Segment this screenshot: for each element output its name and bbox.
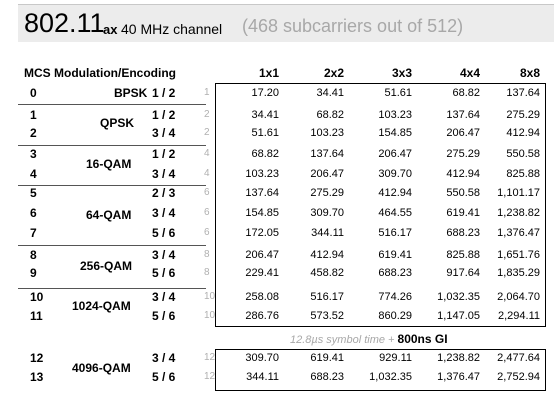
coding-rate: 5 / 6: [152, 370, 175, 384]
coding-rate: 2 / 3: [152, 186, 175, 200]
bits-per-symbol: 6: [204, 226, 210, 240]
mcs-index: 3: [30, 147, 37, 161]
mcs-index: 5: [30, 186, 37, 200]
symbol-time-text: 12.8µs symbol time +: [290, 334, 394, 346]
modulation-label: 1024-QAM: [72, 299, 131, 313]
stream-header: 3x3: [352, 66, 412, 81]
mcs-index: 0: [30, 86, 37, 100]
modulation-label: BPSK: [114, 86, 147, 100]
mcs-index: 6: [30, 206, 37, 220]
coding-rate: 3 / 4: [152, 248, 175, 262]
mcs-index: 1: [30, 108, 37, 122]
coding-rate: 1 / 2: [152, 86, 175, 100]
mcs-index: 13: [30, 370, 43, 384]
mcs-index: 8: [30, 248, 37, 262]
bits-per-symbol: 8: [204, 248, 210, 262]
bits-per-symbol: 1: [204, 86, 210, 100]
coding-rate: 3 / 4: [152, 351, 175, 365]
bits-per-symbol: 8: [204, 266, 210, 280]
modulation-label: 4096-QAM: [72, 361, 131, 375]
mcs-index: 7: [30, 226, 37, 240]
subcarrier-note: (468 subcarriers out of 512): [242, 15, 463, 37]
bits-per-symbol: 12: [204, 351, 215, 365]
coding-rate: 3 / 4: [152, 167, 175, 181]
channel-width: 40 MHz channel: [121, 21, 222, 37]
rate-table-border: [215, 83, 546, 327]
mcs-header: MCS Modulation/Encoding: [24, 66, 176, 81]
standard-variant: ax: [103, 23, 117, 37]
coding-rate: 3 / 4: [152, 126, 175, 140]
bits-per-symbol: 4: [204, 167, 210, 181]
extra-table-border: [215, 349, 546, 391]
mcs-index: 11: [30, 309, 43, 323]
coding-rate: 3 / 4: [152, 290, 175, 304]
title-banner: 802.11 ax 40 MHz channel (468 subcarrier…: [18, 4, 554, 42]
stream-header: 8x8: [480, 66, 540, 81]
modulation-label: 64-QAM: [86, 208, 131, 222]
bits-per-symbol: 6: [204, 206, 210, 220]
mcs-index: 4: [30, 167, 37, 181]
bits-per-symbol: 6: [204, 186, 210, 200]
group-divider: [18, 104, 206, 105]
group-divider: [18, 145, 206, 146]
mcs-index: 12: [30, 351, 43, 365]
mcs-index: 2: [30, 126, 37, 140]
bits-per-symbol: 4: [204, 147, 210, 161]
bits-per-symbol: 2: [204, 126, 210, 140]
coding-rate: 1 / 2: [152, 147, 175, 161]
modulation-label: QPSK: [100, 116, 134, 130]
group-divider: [18, 288, 206, 289]
group-divider: [18, 185, 206, 186]
mcs-index: 9: [30, 266, 37, 280]
stream-header: 2x2: [284, 66, 344, 81]
mcs-index: 10: [30, 290, 43, 304]
bits-per-symbol: 12: [204, 370, 215, 384]
bits-per-symbol: 10: [204, 290, 215, 304]
guard-interval-text: 800ns GI: [398, 332, 448, 346]
coding-rate: 3 / 4: [152, 206, 175, 220]
coding-rate: 5 / 6: [152, 226, 175, 240]
standard-name: 802.11: [24, 8, 105, 38]
coding-rate: 5 / 6: [152, 266, 175, 280]
modulation-label: 256-QAM: [80, 259, 132, 273]
stream-header: 1x1: [219, 66, 279, 81]
modulation-label: 16-QAM: [86, 157, 131, 171]
bits-per-symbol: 10: [204, 309, 215, 323]
stream-header: 4x4: [420, 66, 480, 81]
guard-interval-note: 12.8µs symbol time + 800ns GI: [290, 332, 448, 347]
group-divider: [18, 245, 206, 246]
coding-rate: 5 / 6: [152, 309, 175, 323]
coding-rate: 1 / 2: [152, 108, 175, 122]
bits-per-symbol: 2: [204, 108, 210, 122]
